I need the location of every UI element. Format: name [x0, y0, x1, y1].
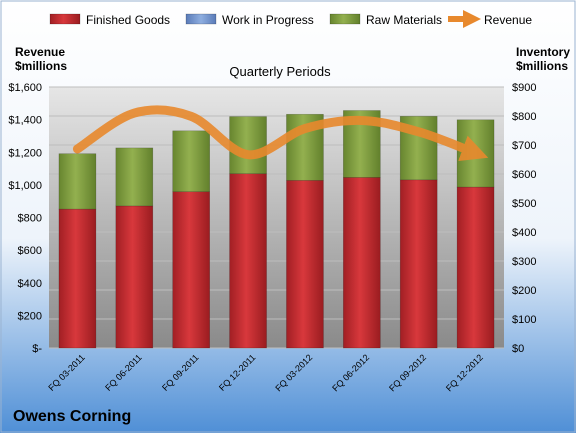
bar-raw-materials [58, 153, 97, 210]
right-tick-label: $200 [512, 285, 536, 297]
right-tick-label: $800 [512, 111, 536, 123]
right-tick-label: $400 [512, 227, 536, 239]
legend: Finished Goods Work in Progress Raw Materi… [49, 10, 532, 28]
bar-finished-goods [58, 208, 97, 349]
left-tick-label: $1,400 [8, 115, 42, 127]
right-tick-label: $100 [512, 314, 536, 326]
legend-label: Finished Goods [86, 13, 170, 27]
bar-finished-goods [229, 173, 267, 349]
left-tick-label: $400 [18, 278, 42, 290]
right-tick-label: $500 [512, 198, 536, 210]
right-axis-label-line2: $millions [516, 59, 568, 73]
right-tick-label: $700 [512, 140, 536, 152]
left-tick-label: $200 [18, 310, 42, 322]
bar-finished-goods [172, 191, 210, 349]
left-tick-label: $1,600 [8, 82, 42, 94]
right-tick-label: $300 [512, 256, 536, 268]
legend-label: Revenue [484, 13, 532, 27]
revenue-line-layer [72, 105, 489, 161]
left-tick-label: $800 [18, 213, 42, 225]
left-axis-label-line1: Revenue [15, 45, 65, 59]
left-tick-label: $1,000 [8, 180, 42, 192]
left-tick-label: $600 [18, 245, 42, 257]
legend-swatch [329, 13, 361, 25]
right-axis-ticks: $0 $100 $200 $300 $400 $500 $600 $700 $800 $900 [512, 82, 536, 355]
legend-swatch [49, 13, 81, 25]
left-tick-label: $1,200 [8, 147, 42, 159]
legend-swatch [185, 13, 217, 25]
bars-layer [58, 110, 495, 349]
bar-finished-goods [115, 205, 154, 349]
legend-label: Raw Materials [366, 13, 442, 27]
legend-label: Work in Progress [222, 13, 314, 27]
bar-finished-goods [286, 180, 324, 349]
bar-raw-materials [172, 130, 210, 192]
bar-finished-goods [343, 177, 381, 349]
bar-raw-materials [115, 147, 154, 207]
left-axis-label-line2: $millions [15, 59, 67, 73]
revenue-line [72, 105, 489, 161]
company-name: Owens Corning [13, 408, 131, 425]
left-tick-label: $- [32, 343, 42, 355]
right-tick-label: $900 [512, 82, 536, 94]
left-axis-ticks: $- $200 $400 $600 $800 $1,000 $1,200 $1,400 $1,6… [8, 82, 42, 355]
chart-title: Quarterly Periods [229, 64, 331, 79]
right-axis-label-line1: Inventory [516, 45, 570, 59]
bar-finished-goods [399, 179, 438, 349]
bar-finished-goods [456, 186, 495, 349]
right-tick-label: $600 [512, 169, 536, 181]
right-tick-label: $0 [512, 343, 524, 355]
